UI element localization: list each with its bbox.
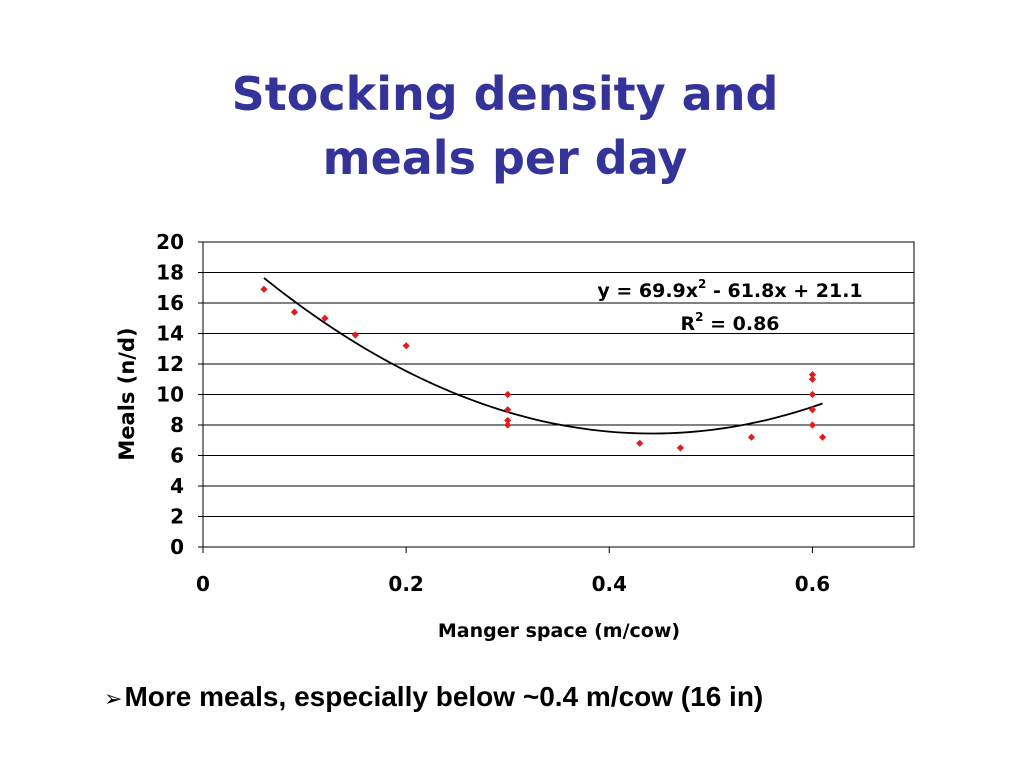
data-point-3 xyxy=(321,314,329,322)
x-tick-label-0.6: 0.6 xyxy=(795,572,830,596)
y-tick-label-2: 2 xyxy=(170,505,184,529)
y-tick-label-10: 10 xyxy=(156,383,184,407)
x-axis-label: Manger space (m/cow) xyxy=(438,620,680,642)
data-point-11 xyxy=(676,444,684,452)
x-tick-label-0.4: 0.4 xyxy=(592,572,627,596)
data-point-10 xyxy=(636,439,644,447)
r2-prefix: R xyxy=(680,313,695,335)
data-point-1 xyxy=(260,285,268,293)
data-point-7 xyxy=(504,406,512,414)
y-tick-label-0: 0 xyxy=(170,535,184,559)
y-tick-label-18: 18 xyxy=(156,261,184,285)
bullet-point: ➢More meals, especially below ~0.4 m/cow… xyxy=(104,681,763,713)
data-point-6 xyxy=(504,390,512,399)
slide-title: Stocking density and meals per day xyxy=(0,62,1010,190)
data-point-4 xyxy=(351,331,359,339)
data-point-18 xyxy=(818,433,827,441)
slide-title-line-2: meals per day xyxy=(322,131,688,185)
slide-title-line-1: Stocking density and xyxy=(231,67,779,121)
data-point-17 xyxy=(808,421,817,429)
equation-exponent: 2 xyxy=(698,277,706,291)
r2-exponent: 2 xyxy=(695,310,703,324)
x-tick-label-0: 0 xyxy=(196,572,210,596)
y-axis-label: Meals (n/d) xyxy=(115,327,139,460)
y-axis: 0 2 4 6 8 10 12 14 16 18 20 xyxy=(156,230,203,559)
data-points xyxy=(260,285,827,452)
arrow-bullet-icon: ➢ xyxy=(104,687,123,712)
trendline-curve xyxy=(263,277,823,435)
bullet-text: More meals, especially below ~0.4 m/cow … xyxy=(124,681,764,712)
y-tick-label-16: 16 xyxy=(156,291,184,315)
equation-prefix: y = 69.9x xyxy=(597,280,698,302)
data-point-2 xyxy=(290,308,299,316)
y-tick-label-4: 4 xyxy=(170,474,184,498)
r-squared-label: R2 = 0.86 xyxy=(680,310,779,335)
data-point-8 xyxy=(504,416,512,425)
data-point-14 xyxy=(808,375,817,383)
y-tick-label-8: 8 xyxy=(170,413,184,437)
data-point-9 xyxy=(504,421,512,429)
y-tick-label-12: 12 xyxy=(156,352,184,376)
equation-suffix: - 61.8x + 21.1 xyxy=(706,280,862,302)
data-point-12 xyxy=(747,433,756,441)
data-point-5 xyxy=(402,342,410,350)
y-tick-label-6: 6 xyxy=(170,444,184,468)
gridlines xyxy=(203,241,914,517)
trendline-equation: y = 69.9x2 - 61.8x + 21.1 xyxy=(597,277,862,302)
x-axis: 0 0.2 0.4 0.6 xyxy=(196,547,830,596)
y-tick-label-14: 14 xyxy=(156,322,184,346)
x-tick-label-0.2: 0.2 xyxy=(388,572,423,596)
data-point-16 xyxy=(808,406,817,414)
data-point-13 xyxy=(808,371,817,379)
y-tick-label-20: 20 xyxy=(156,230,184,254)
data-point-15 xyxy=(808,390,817,399)
r2-suffix: = 0.86 xyxy=(703,313,779,335)
